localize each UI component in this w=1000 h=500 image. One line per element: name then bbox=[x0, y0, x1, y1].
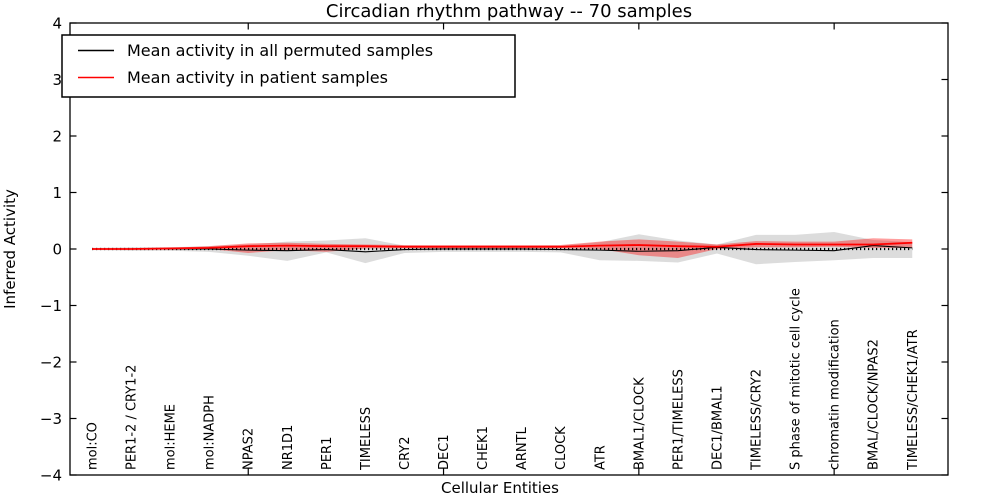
category-label: TIMELESS bbox=[359, 407, 374, 471]
category-label: BMAL1/CLOCK bbox=[632, 377, 647, 470]
y-tick-label: 2 bbox=[52, 128, 62, 146]
y-tick-label: 1 bbox=[52, 184, 62, 202]
legend-label-patient: Mean activity in patient samples bbox=[127, 68, 388, 87]
category-label: chromatin modification bbox=[828, 319, 843, 470]
category-label: ARNTL bbox=[515, 426, 530, 470]
y-tick-label: 0 bbox=[52, 241, 62, 259]
category-label: CLOCK bbox=[554, 426, 569, 470]
category-label: CHEK1 bbox=[476, 426, 491, 470]
category-label: CRY2 bbox=[398, 437, 413, 471]
permuted-samples-range-band bbox=[92, 232, 913, 265]
y-tick-label: −3 bbox=[40, 410, 62, 428]
patient-mean-line bbox=[92, 241, 913, 250]
category-label: NPAS2 bbox=[242, 428, 257, 470]
x-category-labels: mol:CO PER1-2 / CRY1-2 mol:HEME mol:NADPH NP… bbox=[86, 288, 921, 471]
bands-layer bbox=[92, 232, 913, 265]
category-label: PER1/TIMELESS bbox=[671, 369, 686, 470]
legend-box bbox=[61, 34, 516, 98]
category-label: mol:CO bbox=[86, 422, 101, 470]
legend: Mean activity in all permuted samples Me… bbox=[61, 34, 516, 98]
y-tick-label: −2 bbox=[40, 354, 62, 372]
category-label: mol:HEME bbox=[164, 404, 179, 470]
category-label: mol:NADPH bbox=[203, 395, 218, 470]
category-label: DEC1/BMAL1 bbox=[710, 386, 725, 471]
category-label: TIMELESS/CRY2 bbox=[750, 369, 765, 471]
category-label: S phase of mitotic cell cycle bbox=[789, 288, 804, 470]
category-label: PER1-2 / CRY1-2 bbox=[125, 365, 140, 470]
category-label: BMAL/CLOCK/NPAS2 bbox=[867, 339, 882, 470]
plot-frame bbox=[69, 22, 949, 476]
chart-title: Circadian rhythm pathway -- 70 samples bbox=[326, 1, 692, 22]
legend-label-permuted: Mean activity in all permuted samples bbox=[127, 41, 433, 60]
y-axis-label: Inferred Activity bbox=[1, 189, 19, 309]
category-label: NR1D1 bbox=[281, 425, 296, 470]
category-label: ATR bbox=[593, 445, 608, 470]
permuted-mean-line bbox=[92, 245, 913, 253]
y-tick-label: −4 bbox=[40, 467, 62, 485]
y-tick-label: −1 bbox=[40, 297, 62, 315]
patient-samples-range-band bbox=[92, 238, 913, 259]
y-tick-label: 4 bbox=[52, 15, 62, 33]
category-label: DEC1 bbox=[437, 434, 452, 470]
x-axis-label: Cellular Entities bbox=[441, 479, 559, 497]
series-layer bbox=[92, 241, 913, 253]
category-label: TIMELESS/CHEK1/ATR bbox=[906, 329, 921, 471]
y-tick-label: 3 bbox=[52, 71, 62, 89]
y-tick-labels: 4 3 2 1 0 −1 −2 −3 −4 bbox=[40, 15, 62, 485]
category-label: PER1 bbox=[320, 437, 335, 470]
